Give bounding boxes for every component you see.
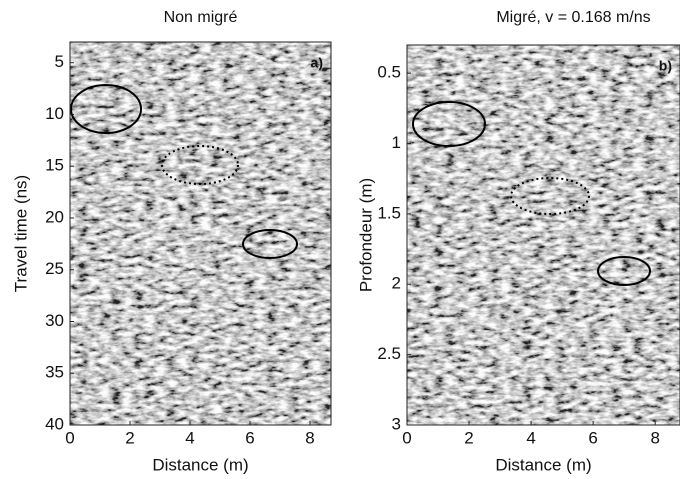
- y-tick-label: 1.5: [377, 203, 401, 222]
- x-tick-label: 4: [185, 428, 194, 447]
- y-tick-label: 30: [45, 311, 64, 330]
- radargram-texture: [70, 42, 331, 425]
- x-tick-label: 8: [650, 428, 659, 447]
- plot-frame: [69, 41, 332, 426]
- panel-label: b): [659, 58, 672, 74]
- x-tick-label: 2: [125, 428, 134, 447]
- x-axis-label: Distance (m): [495, 455, 591, 474]
- x-tick-label: 0: [402, 428, 411, 447]
- x-tick-label: 4: [526, 428, 535, 447]
- y-tick-label: 15: [45, 156, 64, 175]
- x-tick-label: 0: [65, 428, 74, 447]
- plot-frame: [406, 44, 680, 426]
- x-axis-label: Distance (m): [152, 455, 248, 474]
- annotation-ellipse: [242, 229, 298, 259]
- radargram: [407, 45, 680, 425]
- x-tick-label: 6: [245, 428, 254, 447]
- x-tick-label: 6: [588, 428, 597, 447]
- y-tick-label: 40: [45, 414, 64, 433]
- y-tick-label: 2.5: [377, 344, 401, 363]
- y-axis-label: Travel time (ns): [11, 175, 30, 292]
- annotation-ellipse: [70, 84, 142, 134]
- y-tick-label: 1: [392, 133, 401, 152]
- annotation-ellipse: [597, 256, 651, 286]
- y-tick-label: 35: [45, 363, 64, 382]
- y-tick-label: 3: [392, 414, 401, 433]
- y-tick-label: 25: [45, 259, 64, 278]
- y-tick-label: 20: [45, 207, 64, 226]
- annotation-ellipse: [412, 101, 486, 147]
- y-tick-label: 5: [55, 52, 64, 71]
- radargram-texture: [407, 45, 680, 425]
- radargram: [70, 42, 331, 425]
- annotation-ellipse: [161, 145, 239, 185]
- x-tick-label: 8: [305, 428, 314, 447]
- annotation-ellipse: [510, 177, 590, 215]
- x-tick-label: 2: [464, 428, 473, 447]
- chart-title: Non migré: [164, 9, 238, 26]
- y-tick-label: 0.5: [377, 63, 401, 82]
- chart-title: Migré, v = 0.168 m/ns: [496, 9, 650, 26]
- panel-label: a): [311, 55, 323, 71]
- y-tick-label: 2: [392, 274, 401, 293]
- y-axis-label: Profondeur (m): [356, 178, 375, 292]
- y-tick-label: 10: [45, 104, 64, 123]
